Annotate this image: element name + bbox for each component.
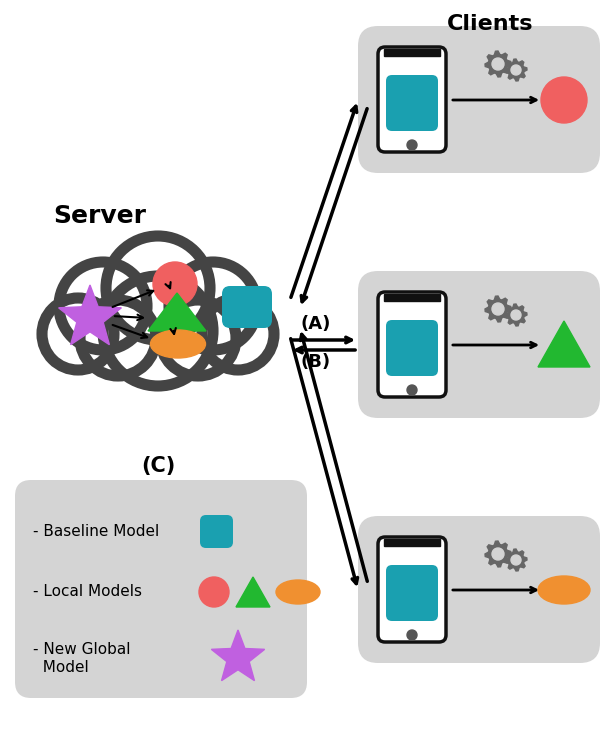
FancyBboxPatch shape [222, 286, 272, 328]
FancyBboxPatch shape [358, 26, 600, 173]
FancyBboxPatch shape [386, 75, 438, 131]
Ellipse shape [151, 330, 206, 358]
Polygon shape [505, 549, 527, 571]
Polygon shape [485, 541, 511, 567]
Circle shape [511, 65, 521, 75]
FancyBboxPatch shape [378, 47, 446, 152]
Circle shape [407, 385, 417, 395]
Text: Model: Model [33, 660, 88, 676]
FancyBboxPatch shape [386, 320, 438, 376]
Polygon shape [538, 321, 590, 367]
Circle shape [511, 310, 521, 320]
Circle shape [407, 140, 417, 150]
Bar [384, 49, 440, 56]
Circle shape [202, 298, 274, 370]
Circle shape [80, 300, 156, 376]
Polygon shape [148, 293, 206, 331]
Text: Clients: Clients [447, 14, 533, 34]
Text: (C): (C) [141, 456, 175, 476]
Polygon shape [59, 285, 121, 344]
Text: (A): (A) [300, 315, 331, 333]
Circle shape [199, 577, 229, 607]
Circle shape [160, 300, 236, 376]
Circle shape [492, 58, 504, 70]
Text: - Baseline Model: - Baseline Model [33, 525, 159, 539]
Circle shape [407, 630, 417, 640]
Ellipse shape [48, 316, 268, 376]
Bar [384, 539, 440, 546]
Circle shape [541, 77, 587, 123]
FancyBboxPatch shape [386, 565, 438, 621]
Bar [384, 294, 440, 301]
Circle shape [59, 262, 147, 350]
FancyBboxPatch shape [358, 271, 600, 418]
FancyBboxPatch shape [378, 537, 446, 642]
Polygon shape [236, 577, 270, 607]
Text: Server: Server [54, 204, 146, 228]
Circle shape [103, 276, 213, 386]
Circle shape [492, 548, 504, 560]
Circle shape [153, 262, 197, 306]
Circle shape [511, 555, 521, 565]
Polygon shape [505, 59, 527, 81]
Polygon shape [212, 630, 265, 681]
Polygon shape [485, 296, 511, 322]
Ellipse shape [538, 576, 590, 604]
FancyBboxPatch shape [378, 292, 446, 397]
Polygon shape [505, 304, 527, 326]
FancyBboxPatch shape [358, 516, 600, 663]
Circle shape [169, 262, 257, 350]
FancyBboxPatch shape [15, 480, 307, 698]
Text: (B): (B) [300, 353, 330, 371]
Circle shape [106, 236, 210, 340]
Polygon shape [485, 51, 511, 77]
Circle shape [42, 298, 114, 370]
Text: - New Global: - New Global [33, 643, 131, 657]
Ellipse shape [276, 580, 320, 604]
Circle shape [492, 303, 504, 315]
FancyBboxPatch shape [200, 515, 233, 548]
Text: - Local Models: - Local Models [33, 584, 142, 600]
